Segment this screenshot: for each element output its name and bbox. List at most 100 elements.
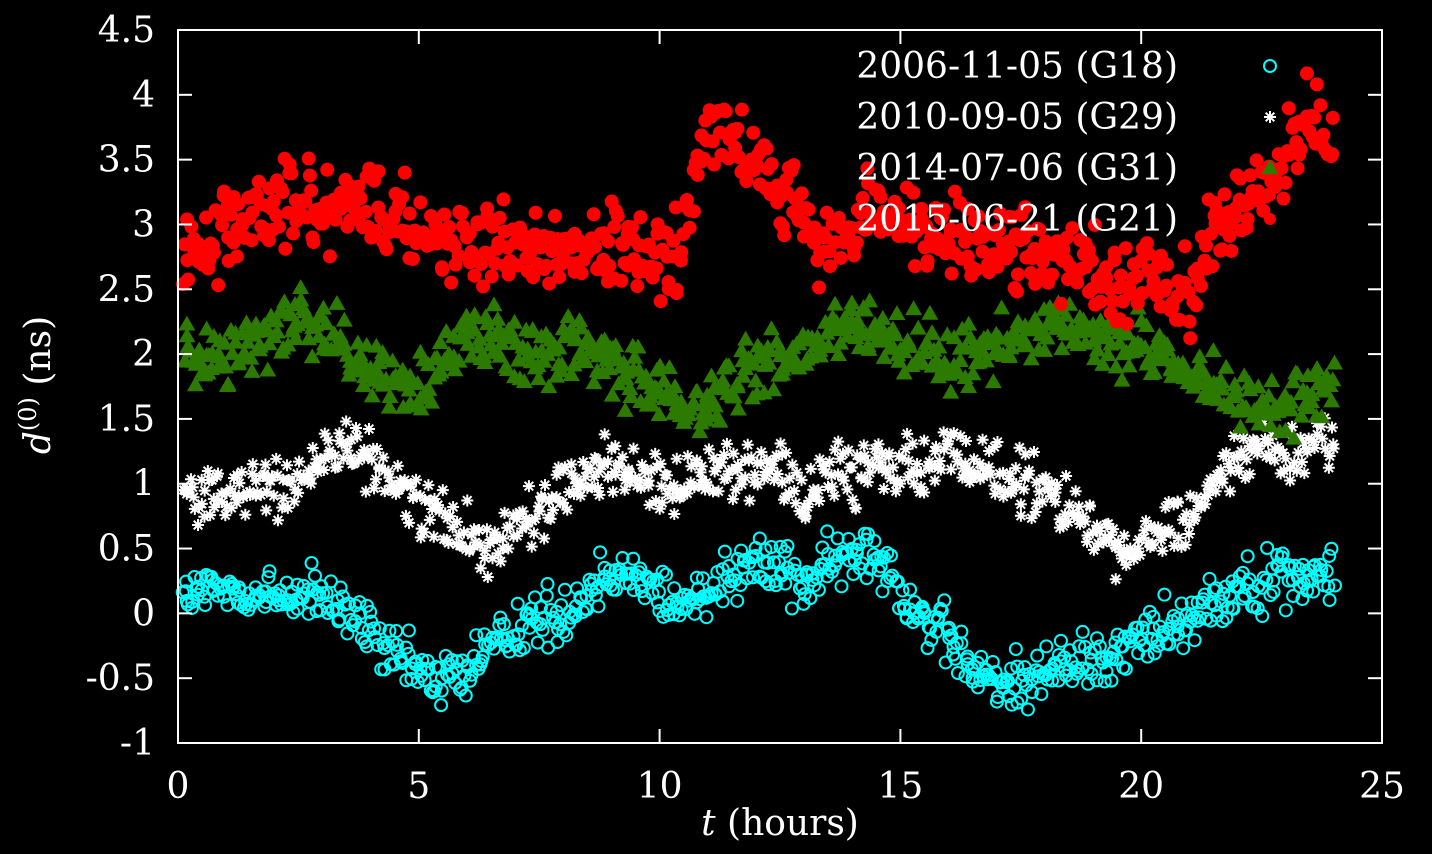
data-point xyxy=(527,527,540,540)
data-point xyxy=(649,261,664,276)
data-point xyxy=(554,598,569,613)
data-point xyxy=(469,628,484,643)
x-tick-label: 15 xyxy=(877,766,923,807)
data-point xyxy=(702,443,715,456)
data-point xyxy=(730,121,745,136)
data-point xyxy=(1227,382,1245,398)
data-point xyxy=(1322,548,1337,563)
data-point xyxy=(1127,553,1140,566)
data-point xyxy=(706,157,721,172)
data-point xyxy=(875,348,893,364)
data-point xyxy=(365,453,378,466)
data-point xyxy=(667,581,682,596)
data-point xyxy=(211,278,226,293)
data-point xyxy=(911,458,924,471)
data-point xyxy=(1002,339,1020,355)
data-point xyxy=(788,484,801,497)
data-point xyxy=(655,480,668,493)
data-point xyxy=(565,458,578,471)
data-point xyxy=(312,460,325,473)
data-point xyxy=(1113,268,1128,283)
data-point xyxy=(891,201,906,216)
data-point xyxy=(941,435,954,448)
data-point xyxy=(721,471,734,484)
data-point xyxy=(601,234,616,249)
data-point xyxy=(1032,222,1047,237)
data-point xyxy=(304,556,319,571)
data-point xyxy=(184,473,197,486)
data-point xyxy=(735,478,748,491)
data-point xyxy=(645,464,658,477)
data-point xyxy=(1059,508,1072,521)
data-point xyxy=(975,244,990,259)
data-point xyxy=(367,621,382,636)
data-point xyxy=(410,473,423,486)
data-point xyxy=(1223,457,1235,470)
data-point xyxy=(1109,573,1122,586)
data-point xyxy=(947,184,962,199)
data-point xyxy=(198,320,216,336)
data-point xyxy=(590,580,605,595)
data-point xyxy=(861,476,874,489)
data-point xyxy=(1249,378,1267,394)
data-point xyxy=(833,250,848,265)
data-point xyxy=(1146,539,1159,552)
data-point xyxy=(329,449,342,462)
data-point xyxy=(258,468,271,481)
data-point xyxy=(558,461,571,474)
data-point xyxy=(347,457,360,470)
data-point xyxy=(1300,583,1315,598)
data-point xyxy=(259,361,277,377)
data-point xyxy=(942,383,960,399)
data-point xyxy=(720,437,733,450)
data-point xyxy=(1083,499,1096,512)
data-point xyxy=(572,319,590,335)
data-point xyxy=(593,545,608,560)
data-point xyxy=(323,444,336,457)
data-point xyxy=(1129,547,1142,560)
data-point xyxy=(1327,438,1340,451)
data-point xyxy=(601,470,614,483)
data-point xyxy=(538,532,551,545)
data-point xyxy=(1123,287,1138,302)
data-point xyxy=(820,524,835,539)
data-point xyxy=(373,462,386,475)
data-point xyxy=(849,235,864,250)
data-point xyxy=(382,465,395,478)
data-point xyxy=(1278,175,1293,190)
data-point xyxy=(567,487,580,500)
data-point xyxy=(602,258,617,273)
data-point xyxy=(653,294,668,309)
data-point xyxy=(1062,515,1075,528)
data-point xyxy=(858,449,871,462)
data-point xyxy=(1133,549,1146,562)
data-point xyxy=(403,516,416,529)
data-point xyxy=(437,207,452,222)
data-point xyxy=(873,189,888,204)
data-point xyxy=(260,485,273,498)
data-point xyxy=(192,519,205,532)
data-point xyxy=(960,435,973,448)
data-point xyxy=(994,483,1007,496)
data-point xyxy=(271,514,284,527)
data-point xyxy=(368,362,386,378)
data-point xyxy=(826,480,839,493)
data-point xyxy=(616,402,634,417)
data-point xyxy=(1297,437,1310,450)
data-point xyxy=(530,370,548,386)
data-point xyxy=(553,356,571,372)
data-point xyxy=(1093,294,1108,309)
data-point xyxy=(1281,147,1296,162)
data-point xyxy=(944,266,959,281)
data-point xyxy=(296,579,311,594)
data-point xyxy=(959,457,972,470)
data-point xyxy=(988,440,1001,453)
data-point xyxy=(1277,446,1290,459)
data-point xyxy=(923,455,936,468)
data-point xyxy=(917,335,935,351)
data-point xyxy=(349,334,367,350)
data-point xyxy=(284,166,299,181)
data-point xyxy=(1183,518,1196,531)
data-point xyxy=(855,191,870,206)
data-point xyxy=(1162,495,1175,508)
